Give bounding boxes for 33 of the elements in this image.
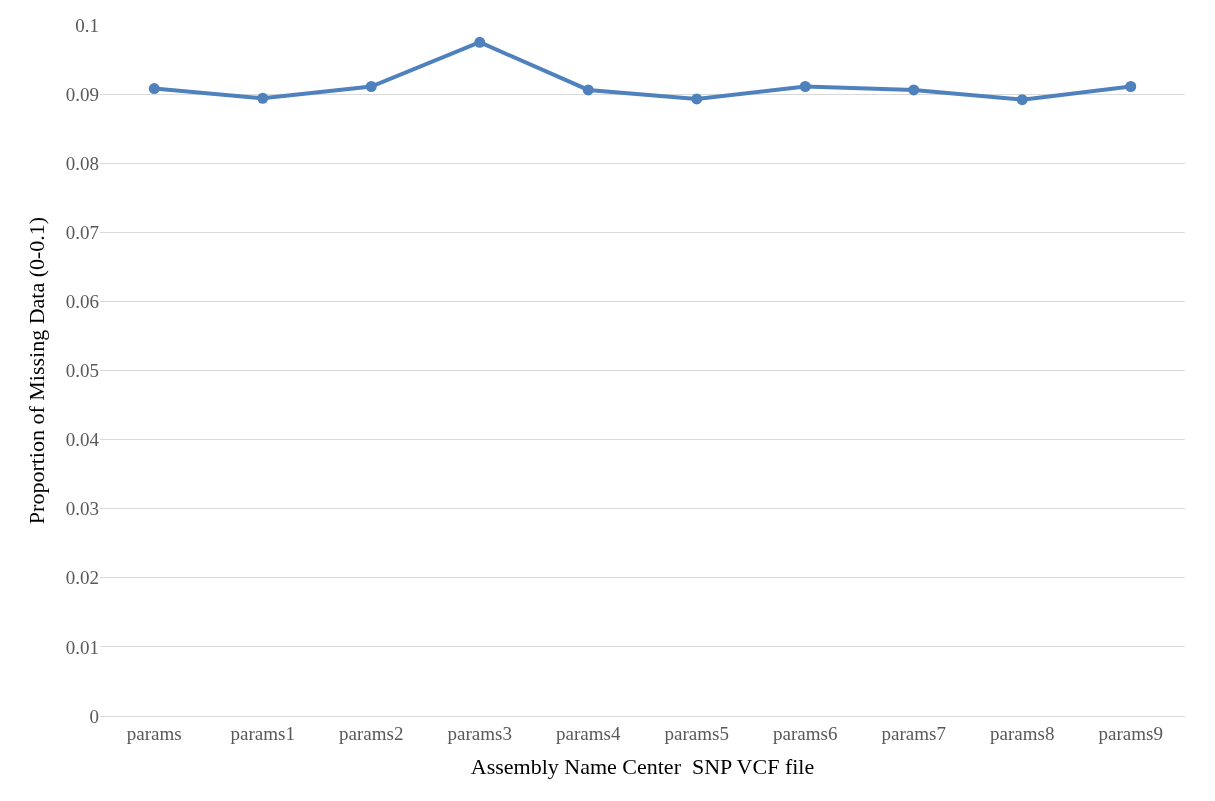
point [1125, 81, 1137, 92]
x-tick-label: params6 [773, 722, 838, 744]
y-tick-label: 0.08 [65, 152, 99, 174]
y-tick-label: 0 [89, 705, 99, 727]
y-tick-label: 0.1 [75, 14, 99, 36]
x-tick-label: params9 [1098, 722, 1163, 744]
point [691, 93, 703, 105]
point [1016, 94, 1028, 106]
y-tick-label: 0.06 [65, 291, 99, 313]
y-tick-label: 0.05 [65, 360, 99, 382]
y-tick-label: 0.03 [65, 498, 99, 520]
x-tick-label: params7 [881, 722, 946, 744]
y-tick-label: 0.02 [65, 567, 99, 589]
x-axis-title: Assembly Name Center SNP VCF file [470, 753, 815, 779]
y-tick-label: 0.09 [65, 83, 99, 105]
y-axis-title: Proportion of Missing Data (0-0.1) [23, 216, 49, 525]
x-tick-label: params4 [556, 722, 621, 744]
point [582, 84, 594, 96]
x-tick-label: params3 [447, 722, 512, 744]
point [799, 81, 811, 92]
point [257, 92, 269, 104]
point [908, 84, 920, 96]
x-tick-label: params2 [339, 722, 404, 744]
y-tick-label: 0.04 [65, 429, 100, 451]
y-tick-label: 0.07 [65, 221, 99, 243]
point [365, 81, 377, 92]
x-tick-label: params1 [230, 722, 295, 744]
x-tick-label: params8 [990, 722, 1055, 744]
x-tick-label: params [126, 722, 182, 744]
y-tick-label: 0.01 [65, 636, 99, 658]
point [148, 83, 160, 95]
point [474, 36, 486, 48]
x-tick-label: params5 [664, 722, 729, 744]
